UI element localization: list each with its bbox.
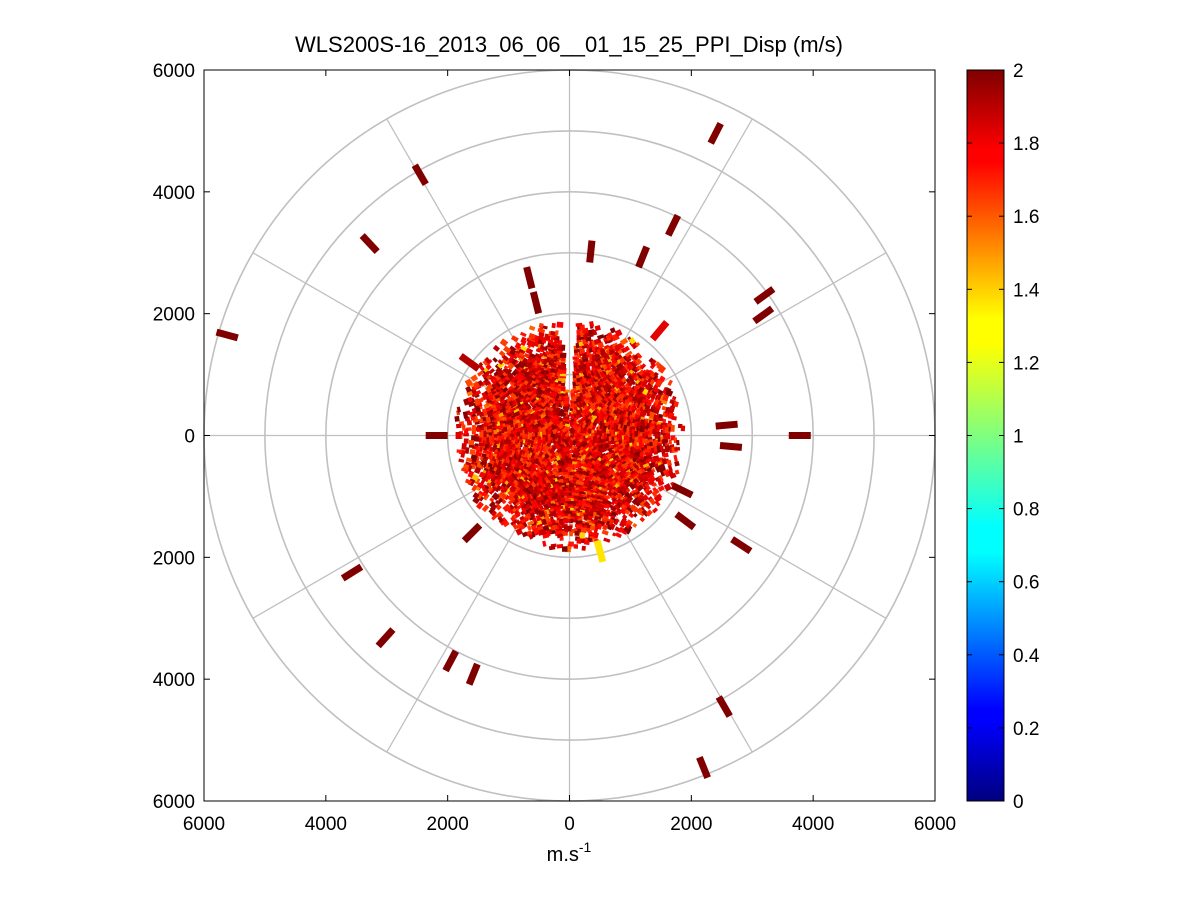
- colorbar-tick-label: 0: [1013, 792, 1024, 813]
- core-return-cell: [676, 439, 680, 446]
- core-return-cell: [469, 449, 476, 456]
- y-tick-label: 4000: [153, 183, 195, 204]
- y-tick-label: 4000: [153, 670, 195, 691]
- core-return-cell: [528, 386, 535, 393]
- colorbar-tick-label: 2: [1013, 61, 1024, 82]
- x-axis-label-base: m.s: [547, 844, 579, 866]
- core-return-cell: [560, 386, 566, 392]
- core-return-cell: [549, 456, 557, 463]
- core-returns: [454, 320, 686, 553]
- core-return-cell: [566, 466, 573, 473]
- core-return-cell: [566, 477, 573, 483]
- core-return-cell: [674, 446, 681, 452]
- core-return-cell: [576, 538, 582, 544]
- core-return-cell: [566, 450, 573, 454]
- core-return-cell: [567, 488, 572, 493]
- x-tick-label: 4000: [305, 814, 347, 835]
- colorbar-tick-label: 0.2: [1013, 719, 1039, 740]
- y-tick-label: 6000: [153, 61, 195, 82]
- core-return-cell: [551, 322, 556, 329]
- core-return-cell: [670, 424, 675, 432]
- core-return-cell: [545, 405, 552, 412]
- x-axis-label-superscript: -1: [579, 839, 592, 855]
- colorbar-tick-label: 1.6: [1013, 207, 1039, 228]
- core-return-cell: [556, 321, 564, 328]
- core-return-cell: [561, 546, 568, 552]
- core-return-cell: [468, 440, 475, 446]
- x-tick-label: 4000: [792, 814, 834, 835]
- core-return-cell: [560, 344, 566, 351]
- core-return-cell: [567, 492, 572, 499]
- core-return-cell: [556, 471, 564, 477]
- core-return-cell: [559, 536, 564, 541]
- colorbar-tick-label: 1: [1013, 427, 1024, 448]
- core-return-cell: [573, 544, 579, 549]
- core-return-cell: [680, 425, 686, 432]
- x-axis-label: m.s-1: [547, 839, 592, 866]
- colorbar-tick-label: 1.4: [1013, 280, 1040, 301]
- x-tick-label: 0: [564, 814, 575, 835]
- colorbar-tick-label: 0.8: [1013, 500, 1039, 521]
- y-tick-label: 2000: [153, 305, 195, 326]
- core-return-cell: [671, 415, 677, 421]
- core-return-cell: [665, 433, 671, 440]
- x-tick-label: 2000: [427, 814, 469, 835]
- core-return-cell: [555, 330, 559, 336]
- range-gate-cell: [425, 432, 448, 439]
- core-return-cell: [600, 447, 607, 454]
- chart-title: WLS200S-16_2013_06_06__01_15_25_PPI_Disp…: [295, 32, 843, 57]
- grid-ring: [385, 251, 754, 620]
- core-return-cell: [559, 352, 567, 359]
- colorbar: [967, 70, 1004, 801]
- core-return-cell: [577, 417, 586, 425]
- x-tick-label: 2000: [670, 814, 712, 835]
- core-return-cell: [551, 404, 558, 411]
- colorbar-tick-label: 0.4: [1013, 646, 1040, 667]
- grid-ring: [264, 130, 875, 741]
- colorbar-tick-label: 0.6: [1013, 573, 1039, 594]
- core-return-cell: [583, 540, 590, 546]
- colorbar-tick-label: 1.2: [1013, 353, 1039, 374]
- range-gate-cell: [788, 432, 811, 439]
- core-return-cell: [569, 531, 573, 537]
- core-return-cell: [454, 415, 460, 422]
- core-return-cell: [566, 459, 573, 465]
- core-return-cell: [591, 475, 597, 482]
- core-return-cell: [567, 500, 572, 506]
- x-tick-label: 6000: [914, 814, 956, 835]
- x-tick-label: 6000: [183, 814, 225, 835]
- grid-ring: [325, 191, 814, 680]
- core-return-cell: [575, 322, 583, 327]
- core-return-cell: [630, 408, 636, 417]
- core-return-cell: [471, 435, 477, 441]
- core-return-cell: [581, 545, 586, 551]
- core-return-cell: [463, 438, 469, 444]
- y-tick-label: 0: [184, 427, 195, 448]
- colorbar-tick-label: 1.8: [1013, 134, 1039, 155]
- core-return-cell: [590, 415, 598, 424]
- core-return-cell: [580, 527, 587, 534]
- core-return-cell: [471, 424, 477, 432]
- y-tick-label: 6000: [153, 792, 195, 813]
- core-return-cell: [455, 432, 462, 439]
- core-return-cell: [579, 347, 586, 354]
- core-return-cell: [455, 423, 462, 429]
- core-return-cell: [461, 443, 467, 451]
- y-tick-label: 2000: [153, 548, 195, 569]
- core-return-cell: [502, 451, 508, 460]
